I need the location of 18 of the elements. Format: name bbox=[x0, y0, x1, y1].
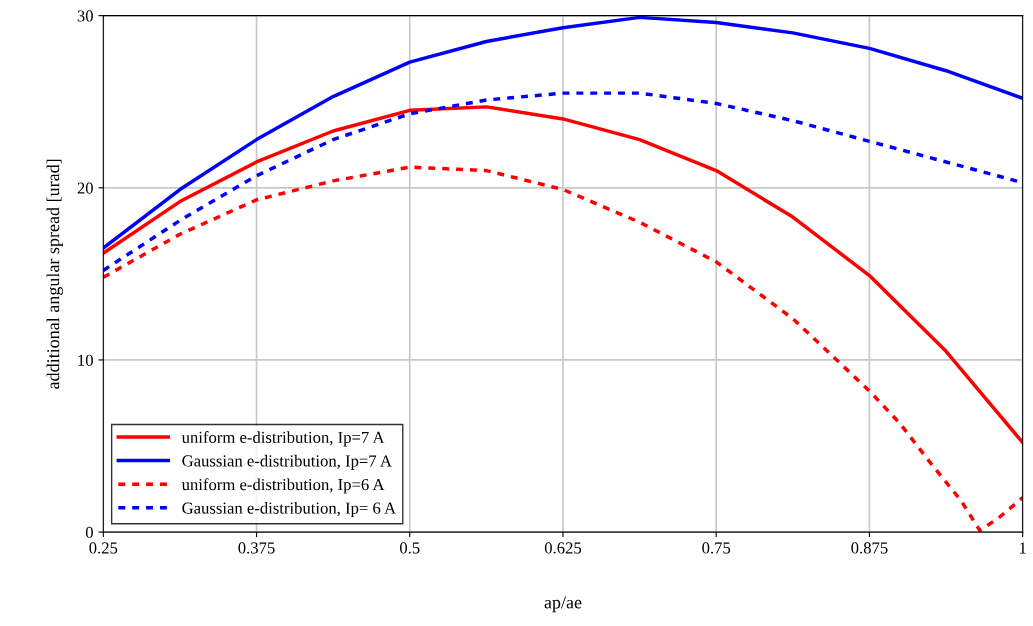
legend-label: uniform e-distribution, Ip=6 A bbox=[181, 478, 385, 494]
x-axis-title: ap/ae bbox=[544, 596, 582, 613]
x-tick-label: 0.625 bbox=[544, 542, 582, 554]
legend-label: Gaussian e-distribution, Ip=7 A bbox=[182, 454, 392, 470]
x-tick-label: 0.875 bbox=[851, 542, 888, 554]
x-tick-label: 1 bbox=[1019, 542, 1026, 554]
y-tick-label: 30 bbox=[77, 10, 93, 22]
y-tick-label: 0 bbox=[85, 526, 93, 539]
y-axis-title: additional angular spread [urad] bbox=[46, 159, 64, 389]
x-tick-label: 0.75 bbox=[702, 542, 731, 554]
legend-label: Gaussian e-distribution, Ip= 6 A bbox=[182, 501, 396, 518]
x-tick-label: 0.25 bbox=[89, 542, 118, 554]
line-series bbox=[103, 105, 1023, 445]
x-tick-label: 0.5 bbox=[399, 542, 420, 554]
y-tick-label: 20 bbox=[77, 182, 93, 194]
legend-label: uniform e-distribution, Ip=7 A bbox=[181, 431, 385, 447]
y-tick-label: 10 bbox=[78, 354, 93, 366]
x-tick-label: 0.375 bbox=[238, 542, 275, 554]
